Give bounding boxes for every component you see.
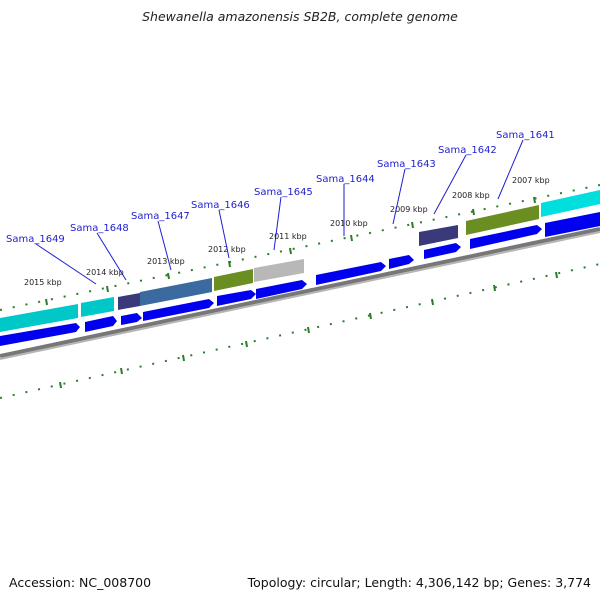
cds-arrow-1[interactable]: [545, 212, 600, 237]
upper-tick-track: [0, 184, 600, 311]
cds-arrow-4[interactable]: [389, 255, 414, 269]
cds-track: [0, 212, 600, 346]
gene-labels: Sama_1641 Sama_1642 Sama_1643 Sama_1644 …: [6, 130, 555, 245]
cds-arrow-9[interactable]: [121, 313, 142, 325]
gene-leader-lines: [35, 139, 524, 285]
gene-label-sama-1644[interactable]: Sama_1644: [316, 174, 375, 185]
feature-track: [0, 190, 600, 332]
genome-backbone-shadow: [0, 231, 600, 360]
feature-olive-right[interactable]: [466, 205, 539, 235]
gene-label-sama-1641[interactable]: Sama_1641: [496, 130, 555, 141]
kbp-label-2009: 2009 kbp: [390, 205, 428, 214]
feature-navy-left[interactable]: [118, 293, 140, 310]
kbp-label-2011: 2011 kbp: [269, 232, 307, 241]
kbp-label-2014: 2014 kbp: [86, 268, 124, 277]
genome-summary-text: Topology: circular; Length: 4,306,142 bp…: [247, 575, 591, 590]
genome-backbone: [0, 227, 600, 358]
map-title: Shewanella amazonensis SB2B, complete ge…: [142, 9, 458, 24]
cds-arrow-3[interactable]: [424, 243, 461, 259]
kbp-label-2008: 2008 kbp: [452, 191, 490, 200]
feature-cyan-mid[interactable]: [81, 297, 114, 317]
feature-gray[interactable]: [254, 259, 304, 282]
feature-steel[interactable]: [140, 278, 212, 306]
cds-arrow-8[interactable]: [143, 299, 214, 321]
gene-label-sama-1646[interactable]: Sama_1646: [191, 200, 250, 211]
gene-label-sama-1642[interactable]: Sama_1642: [438, 145, 497, 156]
gene-label-sama-1645[interactable]: Sama_1645: [254, 187, 313, 198]
cds-arrow-6[interactable]: [256, 280, 307, 299]
feature-cyan-left[interactable]: [0, 304, 78, 332]
feature-olive-left[interactable]: [214, 269, 253, 291]
accession-text: Accession: NC_008700: [9, 575, 152, 590]
gene-label-sama-1643[interactable]: Sama_1643: [377, 159, 436, 170]
cds-arrow-2[interactable]: [470, 225, 542, 249]
cds-arrow-10[interactable]: [85, 316, 117, 332]
kbp-label-2007: 2007 kbp: [512, 176, 550, 185]
cds-arrow-11[interactable]: [0, 323, 80, 346]
lower-major-ticks: [59, 271, 558, 389]
cds-arrow-7[interactable]: [217, 290, 256, 306]
gene-label-sama-1647[interactable]: Sama_1647: [131, 211, 190, 222]
kbp-label-2015: 2015 kbp: [24, 278, 62, 287]
kbp-label-2010: 2010 kbp: [330, 219, 368, 228]
gene-label-sama-1649[interactable]: Sama_1649: [6, 234, 65, 245]
upper-major-ticks: [45, 196, 536, 306]
feature-cyan-right[interactable]: [541, 190, 600, 217]
cds-arrow-5[interactable]: [316, 262, 386, 285]
lower-tick-track: [0, 263, 600, 399]
feature-navy-right[interactable]: [419, 225, 458, 246]
kbp-label-2013: 2013 kbp: [147, 257, 185, 266]
gene-label-sama-1648[interactable]: Sama_1648: [70, 223, 129, 234]
